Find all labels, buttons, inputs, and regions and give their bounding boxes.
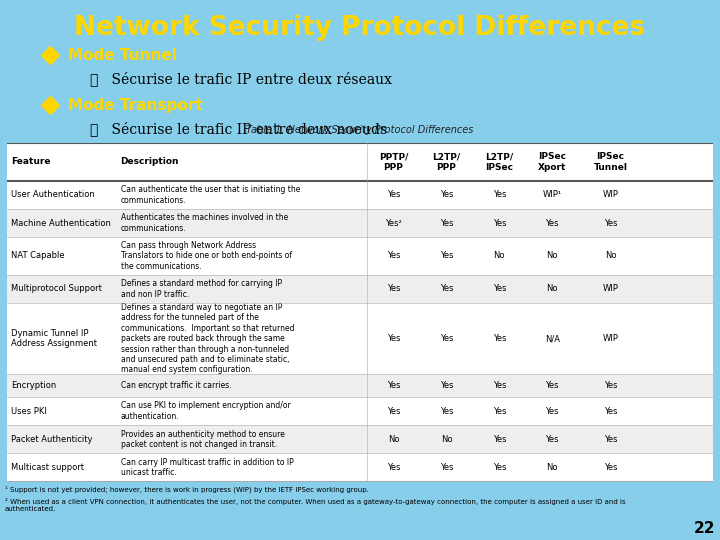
Text: No: No [546, 463, 558, 472]
Text: User Authentication: User Authentication [12, 190, 95, 199]
Text: NAT Capable: NAT Capable [12, 252, 65, 260]
Text: No: No [605, 252, 616, 260]
Text: Machine Authentication: Machine Authentication [12, 219, 112, 227]
Text: Yes: Yes [492, 463, 506, 472]
Text: Provides an authenticity method to ensure
packet content is not changed in trans: Provides an authenticity method to ensur… [121, 430, 284, 449]
Text: Encryption: Encryption [12, 381, 57, 390]
Text: Yes: Yes [604, 407, 617, 416]
Text: L2TP/
IPSec: L2TP/ IPSec [485, 152, 513, 172]
Text: Yes: Yes [440, 252, 453, 260]
Text: Can pass through Network Address
Translators to hide one or both end-points of
t: Can pass through Network Address Transla… [121, 241, 292, 271]
Text: Yes: Yes [546, 219, 559, 227]
Bar [7, 181, 713, 209]
Text: Can carry IP multicast traffic in addition to IP
unicast traffic.: Can carry IP multicast traffic in additi… [121, 458, 294, 477]
Bar [7, 237, 713, 275]
Text: Yes: Yes [440, 463, 453, 472]
Text: No: No [388, 435, 400, 444]
Text: Can encrypt traffic it carries.: Can encrypt traffic it carries. [121, 381, 231, 390]
Bar [7, 426, 713, 454]
Text: Yes: Yes [604, 435, 617, 444]
Text: Multicast support: Multicast support [12, 463, 84, 472]
Text: ❯   Sécurise le trafic IP entre deux noeuds: ❯ Sécurise le trafic IP entre deux noeud… [90, 122, 387, 137]
Text: ❯   Sécurise le trafic IP entre deux réseaux: ❯ Sécurise le trafic IP entre deux résea… [90, 72, 392, 86]
Bar [7, 143, 713, 181]
Text: Yes: Yes [546, 407, 559, 416]
Text: Yes: Yes [387, 463, 400, 472]
Text: 22: 22 [693, 521, 715, 536]
Text: WIP: WIP [603, 334, 618, 343]
Text: Yes: Yes [440, 190, 453, 199]
Text: Yes: Yes [440, 381, 453, 390]
Text: Yes: Yes [604, 463, 617, 472]
Text: Defines a standard method for carrying IP
and non IP traffic.: Defines a standard method for carrying I… [121, 279, 282, 299]
Text: Yes: Yes [387, 252, 400, 260]
Text: Feature: Feature [11, 158, 50, 166]
Text: IPSec
Xport: IPSec Xport [538, 152, 567, 172]
Text: Yes: Yes [492, 190, 506, 199]
Text: Defines a standard way to negotiate an IP
address for the tunneled part of the
c: Defines a standard way to negotiate an I… [121, 303, 294, 374]
Text: Yes: Yes [546, 381, 559, 390]
Text: Multiprotocol Support: Multiprotocol Support [12, 285, 102, 293]
Text: ¹ Support is not yet provided; however, there is work in progress (WIP) by the I: ¹ Support is not yet provided; however, … [5, 485, 369, 493]
Text: Description: Description [120, 158, 179, 166]
Text: PPTP/
PPP: PPTP/ PPP [379, 152, 408, 172]
Text: WIP¹: WIP¹ [543, 190, 562, 199]
Text: Yes: Yes [440, 334, 453, 343]
Text: Yes: Yes [440, 219, 453, 227]
Text: No: No [441, 435, 452, 444]
Text: Yes: Yes [492, 219, 506, 227]
Text: Yes: Yes [387, 285, 400, 293]
Text: Uses PKI: Uses PKI [12, 407, 48, 416]
Text: N/A: N/A [545, 334, 559, 343]
Text: Yes: Yes [387, 407, 400, 416]
Text: No: No [494, 252, 505, 260]
Text: Yes: Yes [387, 381, 400, 390]
Text: Yes: Yes [492, 334, 506, 343]
Text: Can use PKI to implement encryption and/or
authentication.: Can use PKI to implement encryption and/… [121, 401, 291, 421]
Text: L2TP/
PPP: L2TP/ PPP [433, 152, 461, 172]
Text: Yes: Yes [604, 381, 617, 390]
Text: IPSec
Tunnel: IPSec Tunnel [593, 152, 628, 172]
Text: ² When used as a client VPN connection, it authenticates the user, not the compu: ² When used as a client VPN connection, … [5, 498, 626, 512]
Text: Network Security Protocol Differences: Network Security Protocol Differences [74, 15, 646, 41]
Text: Yes: Yes [492, 435, 506, 444]
Text: Yes: Yes [440, 285, 453, 293]
Text: No: No [546, 252, 558, 260]
Bar [7, 209, 713, 237]
Text: Mode Transport: Mode Transport [68, 98, 202, 113]
Text: No: No [546, 285, 558, 293]
Text: Table 1. Network Security Protocol Differences: Table 1. Network Security Protocol Diffe… [246, 125, 474, 134]
Text: Yes: Yes [546, 435, 559, 444]
Text: Mode Tunnel: Mode Tunnel [68, 48, 177, 63]
Text: Can authenticate the user that is initiating the
communications.: Can authenticate the user that is initia… [121, 185, 300, 205]
Text: Yes: Yes [440, 407, 453, 416]
Bar [7, 303, 713, 374]
Text: WIP: WIP [603, 285, 618, 293]
Text: WIP: WIP [603, 190, 618, 199]
Bar [7, 374, 713, 397]
Text: Yes: Yes [492, 285, 506, 293]
Text: Yes: Yes [492, 381, 506, 390]
Text: Dynamic Tunnel IP
Address Assignment: Dynamic Tunnel IP Address Assignment [12, 329, 97, 348]
Text: Packet Authenticity: Packet Authenticity [12, 435, 93, 444]
Bar [7, 275, 713, 303]
Bar [7, 454, 713, 482]
Bar [7, 397, 713, 426]
Text: Authenticates the machines involved in the
communications.: Authenticates the machines involved in t… [121, 213, 288, 233]
Text: Yes: Yes [492, 407, 506, 416]
Text: Yes: Yes [387, 334, 400, 343]
Text: Yes: Yes [387, 190, 400, 199]
Text: Yes: Yes [604, 219, 617, 227]
Text: Yes²: Yes² [385, 219, 402, 227]
